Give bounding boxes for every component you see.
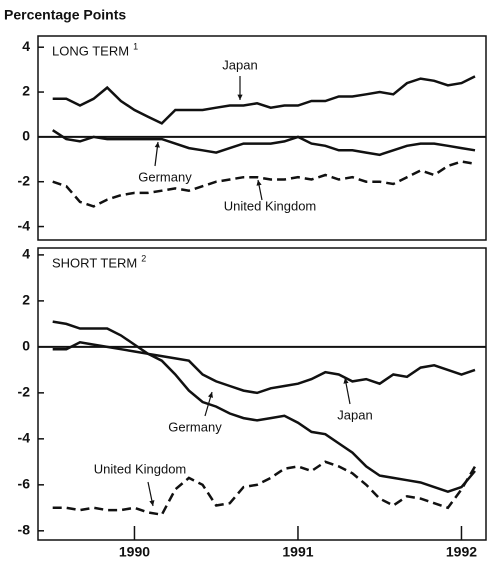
series-label: Japan — [222, 57, 257, 72]
y-tick-label: 0 — [22, 338, 30, 354]
series-line — [52, 340, 476, 494]
y-tick-label: 2 — [22, 83, 30, 99]
series-label: United Kingdom — [224, 198, 317, 213]
y-tick-label: 2 — [22, 292, 30, 308]
y-tick-label: 4 — [22, 246, 30, 262]
y-tick-label: -2 — [18, 172, 31, 188]
y-tick-label: -6 — [18, 476, 31, 492]
series-label: Japan — [337, 407, 372, 422]
series-label: United Kingdom — [94, 461, 187, 476]
x-tick-label: 1992 — [446, 544, 477, 560]
series-line — [52, 129, 476, 157]
plot-frame — [37, 35, 487, 241]
series-line — [52, 320, 476, 395]
arrow-head — [149, 500, 155, 506]
y-tick-label: 0 — [22, 128, 30, 144]
panel-title: LONG TERM — [52, 43, 129, 58]
y-tick-label: 4 — [22, 38, 30, 54]
x-tick-label: 1991 — [282, 544, 313, 560]
arrow-head — [207, 392, 213, 398]
series-line — [52, 460, 477, 517]
series-line — [52, 160, 476, 208]
arrow-head — [237, 94, 243, 100]
series-label: Germany — [138, 169, 192, 184]
panel-title-note: 1 — [133, 41, 138, 51]
series-label: Germany — [168, 419, 222, 434]
x-tick-label: 1990 — [119, 544, 150, 560]
y-tick-label: -4 — [18, 430, 31, 446]
plot-frame — [37, 247, 487, 541]
y-tick-label: -4 — [18, 217, 31, 233]
arrow-head — [343, 378, 349, 384]
panel-title: SHORT TERM — [52, 255, 137, 270]
panel-title-note: 2 — [141, 253, 146, 263]
y-tick-label: -8 — [18, 522, 31, 538]
arrow-head — [256, 180, 262, 186]
y-axis-label: Percentage Points — [4, 7, 126, 23]
arrow-head — [154, 142, 160, 148]
series-line — [52, 75, 476, 125]
y-tick-label: -2 — [18, 384, 31, 400]
